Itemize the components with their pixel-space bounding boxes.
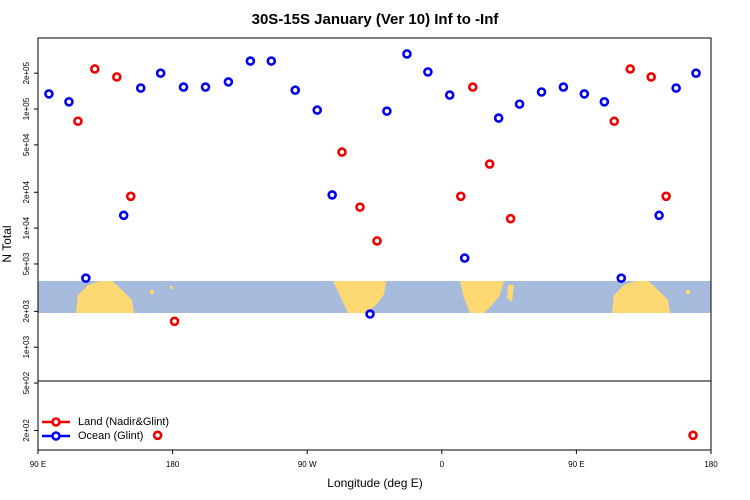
- data-point: [484, 159, 495, 169]
- data-point: [402, 49, 412, 59]
- data-point: [646, 72, 656, 82]
- y-tick-label: 1e+05: [22, 97, 31, 120]
- x-tick-label: 90 E: [30, 460, 46, 469]
- data-point: [200, 82, 211, 92]
- data-point: [455, 191, 466, 202]
- legend-label: Ocean (Glint): [78, 430, 143, 442]
- data-point: [423, 67, 433, 77]
- legend-marker: [51, 417, 61, 427]
- data-point: [152, 430, 163, 441]
- x-tick-label: 90 W: [298, 460, 317, 469]
- x-tick-label: 90 E: [568, 460, 584, 469]
- data-point: [81, 273, 91, 283]
- data-point: [118, 210, 129, 221]
- y-tick-label: 2e+05: [22, 61, 31, 84]
- data-point: [337, 147, 347, 157]
- data-point: [178, 82, 189, 92]
- y-tick-label: 1e+04: [22, 216, 31, 239]
- data-point: [169, 316, 180, 327]
- x-tick-label: 180: [166, 460, 180, 469]
- data-point: [245, 56, 256, 66]
- data-point: [290, 85, 301, 95]
- data-point: [135, 83, 146, 93]
- x-axis-label: Longitude (deg E): [327, 476, 422, 490]
- data-point: [579, 89, 590, 99]
- data-point: [616, 273, 627, 283]
- y-axis-label: N Total: [0, 225, 14, 262]
- data-point: [514, 99, 525, 109]
- data-point: [112, 72, 122, 82]
- y-tick-label: 5e+04: [22, 133, 31, 156]
- x-tick-label: 0: [440, 460, 445, 469]
- data-point: [355, 202, 365, 212]
- data-point: [382, 106, 392, 116]
- data-point: [365, 309, 375, 319]
- data-point: [372, 236, 382, 246]
- plot-frame: [37, 37, 712, 451]
- data-point: [661, 191, 671, 202]
- data-point: [467, 82, 478, 92]
- data-point: [558, 82, 569, 92]
- x-tick-label: 180: [704, 460, 718, 469]
- y-tick-label: 1e+03: [22, 335, 31, 358]
- data-point: [125, 191, 136, 202]
- y-tick-label: 2e+03: [22, 300, 31, 323]
- data-point: [155, 68, 166, 78]
- data-point: [671, 83, 681, 93]
- legend-marker: [51, 431, 61, 441]
- data-point: [536, 87, 547, 97]
- data-point: [73, 116, 83, 127]
- y-tick-label: 5e+02: [22, 371, 31, 394]
- data-point: [599, 97, 610, 107]
- data-point: [688, 430, 698, 441]
- data-point: [266, 56, 277, 66]
- data-point: [625, 64, 636, 74]
- data-point: [609, 116, 620, 127]
- data-point: [459, 253, 470, 263]
- data-point: [691, 68, 701, 78]
- data-point: [312, 105, 323, 115]
- data-point: [493, 113, 504, 123]
- data-point: [444, 90, 455, 100]
- legend-label: Land (Nadir&Glint): [78, 416, 169, 428]
- data-point: [327, 190, 337, 200]
- y-tick-label: 2e+04: [22, 180, 31, 203]
- data-point: [223, 77, 234, 87]
- data-point: [505, 213, 516, 224]
- y-tick-label: 5e+03: [22, 252, 31, 275]
- chart-title: 30S-15S January (Ver 10) Inf to -Inf: [252, 11, 500, 28]
- data-point: [44, 89, 54, 99]
- data-point: [654, 210, 664, 221]
- data-point: [64, 97, 74, 107]
- map-background: [38, 281, 711, 313]
- y-tick-label: 2e+02: [22, 419, 31, 442]
- data-point: [90, 64, 100, 74]
